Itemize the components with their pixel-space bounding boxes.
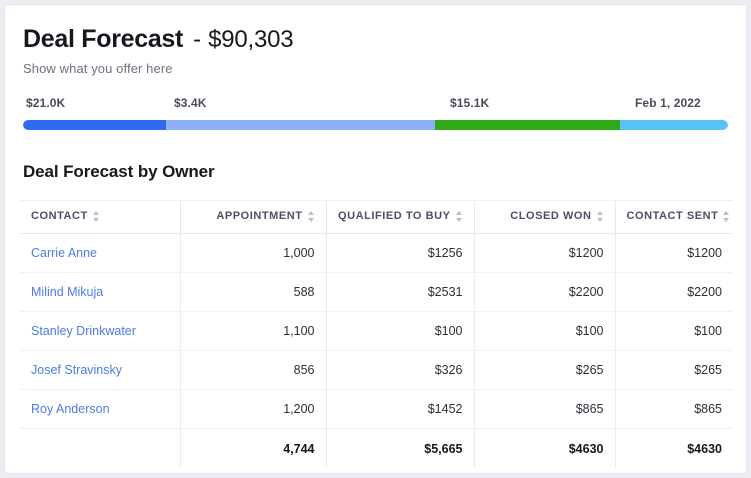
column-header-appointment-label: APPOINTMENT — [216, 210, 303, 222]
column-header-qualified-to-buy[interactable]: QUALIFIED TO BUY — [325, 200, 474, 234]
section-title: Deal Forecast by Owner — [23, 162, 215, 181]
contact-link[interactable]: Carrie Anne — [20, 233, 180, 273]
table-row: Milind Mikuja 588 $2531 $2200 $2200 — [20, 272, 733, 312]
totals-appointment: 4,744 — [179, 428, 326, 468]
cell-contact-sent: $1200 — [614, 233, 733, 273]
cell-closed-won: $100 — [473, 311, 615, 351]
table-row: Stanley Drinkwater 1,100 $100 $100 $100 — [20, 311, 733, 351]
sort-icon[interactable] — [723, 210, 730, 222]
totals-label — [20, 429, 180, 469]
sort-icon[interactable] — [92, 210, 100, 222]
forecast-total-value: $90,303 — [208, 26, 294, 53]
cell-appointment: 1,200 — [179, 389, 326, 429]
cell-appointment: 1,000 — [179, 233, 326, 273]
cell-qualified-to-buy: $1256 — [325, 233, 474, 273]
contact-link[interactable]: Milind Mikuja — [20, 272, 180, 312]
cell-appointment: 1,100 — [179, 311, 326, 351]
column-header-contact-label: CONTACT — [31, 210, 88, 222]
sort-icon[interactable] — [307, 210, 315, 222]
contact-link[interactable]: Stanley Drinkwater — [20, 311, 180, 351]
forecast-bar-segment-closed-won[interactable] — [435, 120, 621, 130]
table-row: Roy Anderson 1,200 $1452 $865 $865 — [20, 389, 733, 429]
contact-link[interactable]: Josef Stravinsky — [20, 350, 180, 390]
forecast-bar: $21.0K $3.4K $15.1K Feb 1, 2022 — [23, 96, 728, 138]
cell-qualified-to-buy: $100 — [325, 311, 474, 351]
deal-forecast-table: CONTACT APPOINTMENT QUALIFIED TO BUY — [20, 200, 733, 468]
table-totals-row: 4,744 $5,665 $4630 $4630 — [20, 428, 733, 469]
card-subtitle: Show what you offer here — [23, 61, 173, 76]
table-body: Carrie Anne 1,000 $1256 $1200 $1200 Mili… — [20, 233, 733, 469]
totals-contact-sent: $4630 — [614, 428, 733, 468]
column-header-contact-sent[interactable]: CONTACT SENT — [614, 200, 733, 234]
page-title: Deal Forecast - $90,303 — [23, 25, 728, 54]
forecast-bar-segment-contact-sent[interactable] — [620, 120, 728, 130]
column-header-closed-won[interactable]: CLOSED WON — [473, 200, 615, 234]
card-header: Deal Forecast - $90,303 Show what you of… — [5, 5, 746, 76]
cell-qualified-to-buy: $2531 — [325, 272, 474, 312]
cell-closed-won: $265 — [473, 350, 615, 390]
cell-contact-sent: $865 — [614, 389, 733, 429]
page-title-text: Deal Forecast — [23, 25, 184, 53]
column-header-qualified-to-buy-label: QUALIFIED TO BUY — [338, 210, 451, 222]
sort-icon[interactable] — [455, 210, 463, 222]
table-row: Josef Stravinsky 856 $326 $265 $265 — [20, 350, 733, 390]
deal-forecast-table-wrapper: CONTACT APPOINTMENT QUALIFIED TO BUY — [20, 200, 733, 468]
cell-closed-won: $1200 — [473, 233, 615, 273]
column-header-contact[interactable]: CONTACT — [20, 200, 180, 234]
forecast-bar-label-3: Feb 1, 2022 — [635, 96, 701, 110]
table-header: CONTACT APPOINTMENT QUALIFIED TO BUY — [20, 200, 733, 234]
forecast-bar-label-2: $15.1K — [450, 96, 490, 110]
table-header-row: CONTACT APPOINTMENT QUALIFIED TO BUY — [20, 200, 733, 234]
cell-qualified-to-buy: $1452 — [325, 389, 474, 429]
column-header-appointment[interactable]: APPOINTMENT — [179, 200, 326, 234]
sort-icon[interactable] — [596, 210, 604, 222]
title-separator: - — [193, 26, 202, 53]
forecast-bar-label-1: $3.4K — [174, 96, 207, 110]
cell-contact-sent: $100 — [614, 311, 733, 351]
table-row: Carrie Anne 1,000 $1256 $1200 $1200 — [20, 233, 733, 273]
forecast-bar-segment-appointment[interactable] — [23, 120, 167, 130]
column-header-contact-sent-label: CONTACT SENT — [626, 210, 719, 222]
cell-appointment: 856 — [179, 350, 326, 390]
totals-qualified-to-buy: $5,665 — [325, 428, 474, 468]
forecast-bar-label-0: $21.0K — [26, 96, 66, 110]
forecast-bar-segment-qualified[interactable] — [166, 120, 436, 130]
forecast-bar-track — [23, 120, 728, 130]
totals-closed-won: $4630 — [473, 428, 615, 468]
cell-qualified-to-buy: $326 — [325, 350, 474, 390]
contact-link[interactable]: Roy Anderson — [20, 389, 180, 429]
cell-contact-sent: $265 — [614, 350, 733, 390]
deal-forecast-card: Deal Forecast - $90,303 Show what you of… — [4, 4, 747, 474]
cell-contact-sent: $2200 — [614, 272, 733, 312]
column-header-closed-won-label: CLOSED WON — [510, 210, 592, 222]
cell-closed-won: $2200 — [473, 272, 615, 312]
cell-closed-won: $865 — [473, 389, 615, 429]
cell-appointment: 588 — [179, 272, 326, 312]
